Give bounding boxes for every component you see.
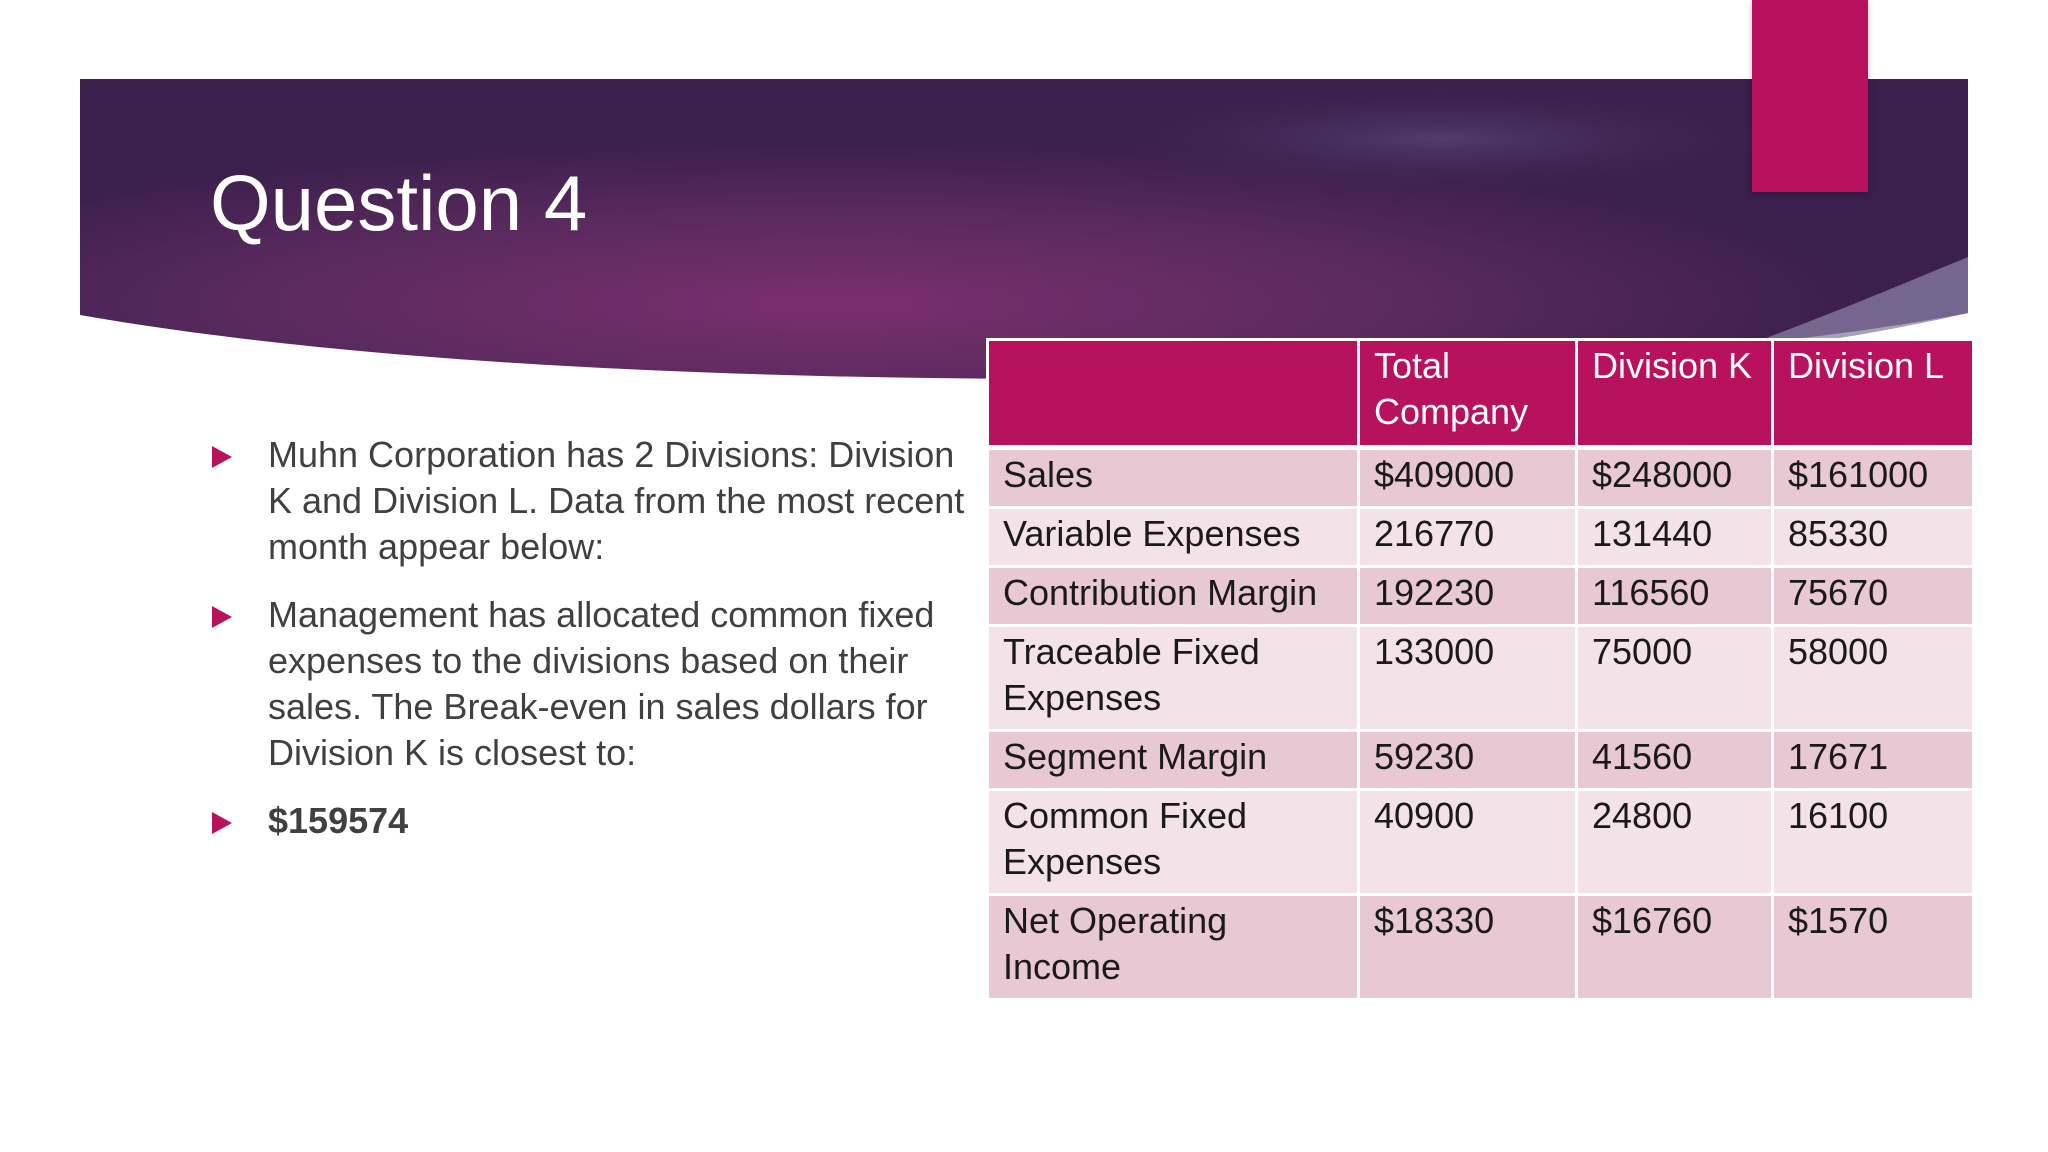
- title-banner: [80, 79, 1968, 409]
- row-label: Traceable Fixed Expenses: [986, 624, 1360, 732]
- table-cell: 40900: [1357, 788, 1578, 896]
- bullet-list: Muhn Corporation has 2 Divisions: Divisi…: [210, 432, 985, 866]
- slide-title: Question 4: [210, 159, 588, 247]
- financial-table: Total Company Division K Division L Sale…: [986, 338, 1975, 1001]
- bullet-text: $159574: [268, 800, 409, 841]
- header-cell: [986, 338, 1360, 450]
- triangle-bullet-icon: [212, 446, 232, 468]
- table-row: Traceable Fixed Expenses 133000 75000 58…: [986, 624, 1975, 732]
- table-cell: 75670: [1771, 565, 1975, 627]
- table-cell: $409000: [1357, 446, 1578, 509]
- table-cell: 85330: [1771, 506, 1975, 568]
- header-cell: Division K: [1575, 338, 1774, 450]
- table-cell: $18330: [1357, 893, 1578, 1001]
- table-row: Variable Expenses 216770 131440 85330: [986, 506, 1975, 568]
- row-label: Net Operating Income: [986, 893, 1360, 1001]
- header-cell: Division L: [1771, 338, 1975, 450]
- bullet-item: Muhn Corporation has 2 Divisions: Divisi…: [210, 432, 985, 570]
- table-row: Net Operating Income $18330 $16760 $1570: [986, 893, 1975, 1001]
- table-cell: $1570: [1771, 893, 1975, 1001]
- row-label: Common Fixed Expenses: [986, 788, 1360, 896]
- table-header-row: Total Company Division K Division L: [986, 338, 1975, 450]
- accent-tab: [1752, 0, 1868, 192]
- table-row: Segment Margin 59230 41560 17671: [986, 729, 1975, 791]
- bullet-text: Muhn Corporation has 2 Divisions: Divisi…: [268, 434, 965, 567]
- table-cell: 116560: [1575, 565, 1774, 627]
- table-cell: $248000: [1575, 446, 1774, 509]
- table-cell: 41560: [1575, 729, 1774, 791]
- table-cell: $161000: [1771, 446, 1975, 509]
- table-row: Contribution Margin 192230 116560 75670: [986, 565, 1975, 627]
- table-cell: 59230: [1357, 729, 1578, 791]
- table-cell: 24800: [1575, 788, 1774, 896]
- row-label: Variable Expenses: [986, 506, 1360, 568]
- row-label: Segment Margin: [986, 729, 1360, 791]
- row-label: Contribution Margin: [986, 565, 1360, 627]
- table-cell: 58000: [1771, 624, 1975, 732]
- triangle-bullet-icon: [212, 812, 232, 834]
- table-cell: 75000: [1575, 624, 1774, 732]
- table-cell: 16100: [1771, 788, 1975, 896]
- bullet-text: Management has allocated common fixed ex…: [268, 594, 935, 773]
- header-cell: Total Company: [1357, 338, 1578, 450]
- bullet-item-answer: $159574: [210, 798, 985, 844]
- table-cell: 192230: [1357, 565, 1578, 627]
- table-row: Common Fixed Expenses 40900 24800 16100: [986, 788, 1975, 896]
- bullet-item: Management has allocated common fixed ex…: [210, 592, 985, 776]
- table-row: Sales $409000 $248000 $161000: [986, 446, 1975, 509]
- triangle-bullet-icon: [212, 606, 232, 628]
- table-cell: 133000: [1357, 624, 1578, 732]
- table-cell: 216770: [1357, 506, 1578, 568]
- table-cell: $16760: [1575, 893, 1774, 1001]
- table-cell: 131440: [1575, 506, 1774, 568]
- table-cell: 17671: [1771, 729, 1975, 791]
- row-label: Sales: [986, 446, 1360, 509]
